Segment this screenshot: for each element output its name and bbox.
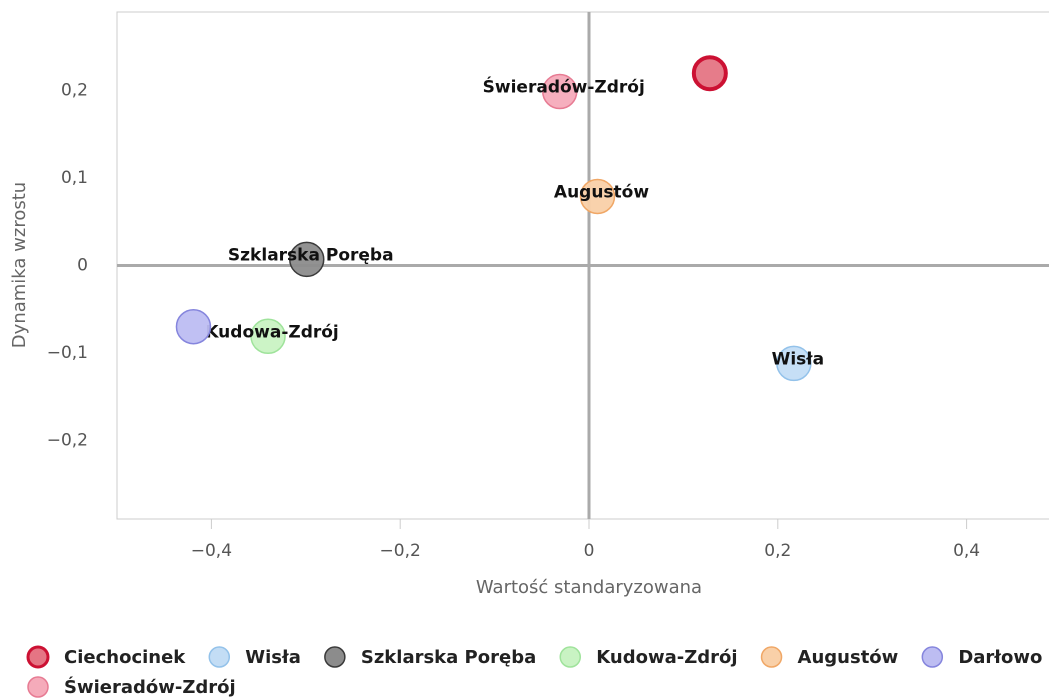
- y-axis-title: Dynamika wzrostu: [9, 182, 30, 348]
- point: [579, 178, 616, 215]
- legend-marker: [921, 646, 944, 668]
- point: [250, 318, 286, 355]
- point: [175, 308, 212, 345]
- data-label: Augustów: [554, 182, 649, 202]
- legend-label: Kudowa-Zdrój: [596, 647, 737, 668]
- legend-label: Augustów: [798, 647, 899, 668]
- x-tick-label: −0,4: [191, 541, 232, 561]
- legend-marker: [208, 646, 231, 668]
- x-axis-title: Wartość standaryzowana: [476, 577, 702, 598]
- point: [288, 241, 325, 278]
- legend-marker: [760, 646, 783, 668]
- legend-marker: [324, 646, 346, 668]
- legend-marker: [559, 646, 581, 668]
- legend-item: Wisła: [208, 646, 301, 668]
- legend-item: Augustów: [760, 646, 899, 668]
- legend-label: Darłowo: [958, 647, 1042, 668]
- y-tick-label: −0,1: [47, 343, 88, 363]
- y-tick-label: −0,2: [47, 430, 88, 450]
- legend-item: Świeradów-Zdrój: [27, 676, 236, 698]
- data-label: Szklarska Poręba: [228, 245, 394, 265]
- legend-marker: [27, 676, 49, 698]
- legend-label: Wisła: [245, 647, 301, 668]
- legend-label: Szklarska Poręba: [361, 647, 536, 668]
- y-tick-label: 0,2: [61, 81, 88, 101]
- legend-item: Ciechocinek: [26, 645, 186, 669]
- x-tick-label: −0,2: [380, 541, 421, 561]
- data-label: Świeradów-Zdrój: [483, 76, 645, 98]
- point: [541, 73, 578, 110]
- legend-label: Świeradów-Zdrój: [64, 676, 236, 698]
- x-tick-label: 0,4: [953, 541, 980, 561]
- legend-marker: [26, 645, 50, 669]
- legend-item: Darłowo: [921, 646, 1042, 668]
- x-tick-label: 0,2: [764, 541, 791, 561]
- y-tick-label: 0: [77, 256, 88, 276]
- data-label: Kudowa-Zdrój: [205, 322, 338, 342]
- legend-item: Kudowa-Zdrój: [559, 646, 738, 668]
- x-tick-label: 0: [584, 541, 595, 561]
- y-tick-label: 0,1: [61, 168, 88, 188]
- legend-item: Szklarska Poręba: [324, 646, 536, 668]
- data-label: Wisła: [772, 349, 824, 369]
- point: [691, 55, 728, 92]
- point: [776, 345, 812, 382]
- legend-label: Ciechocinek: [64, 647, 186, 668]
